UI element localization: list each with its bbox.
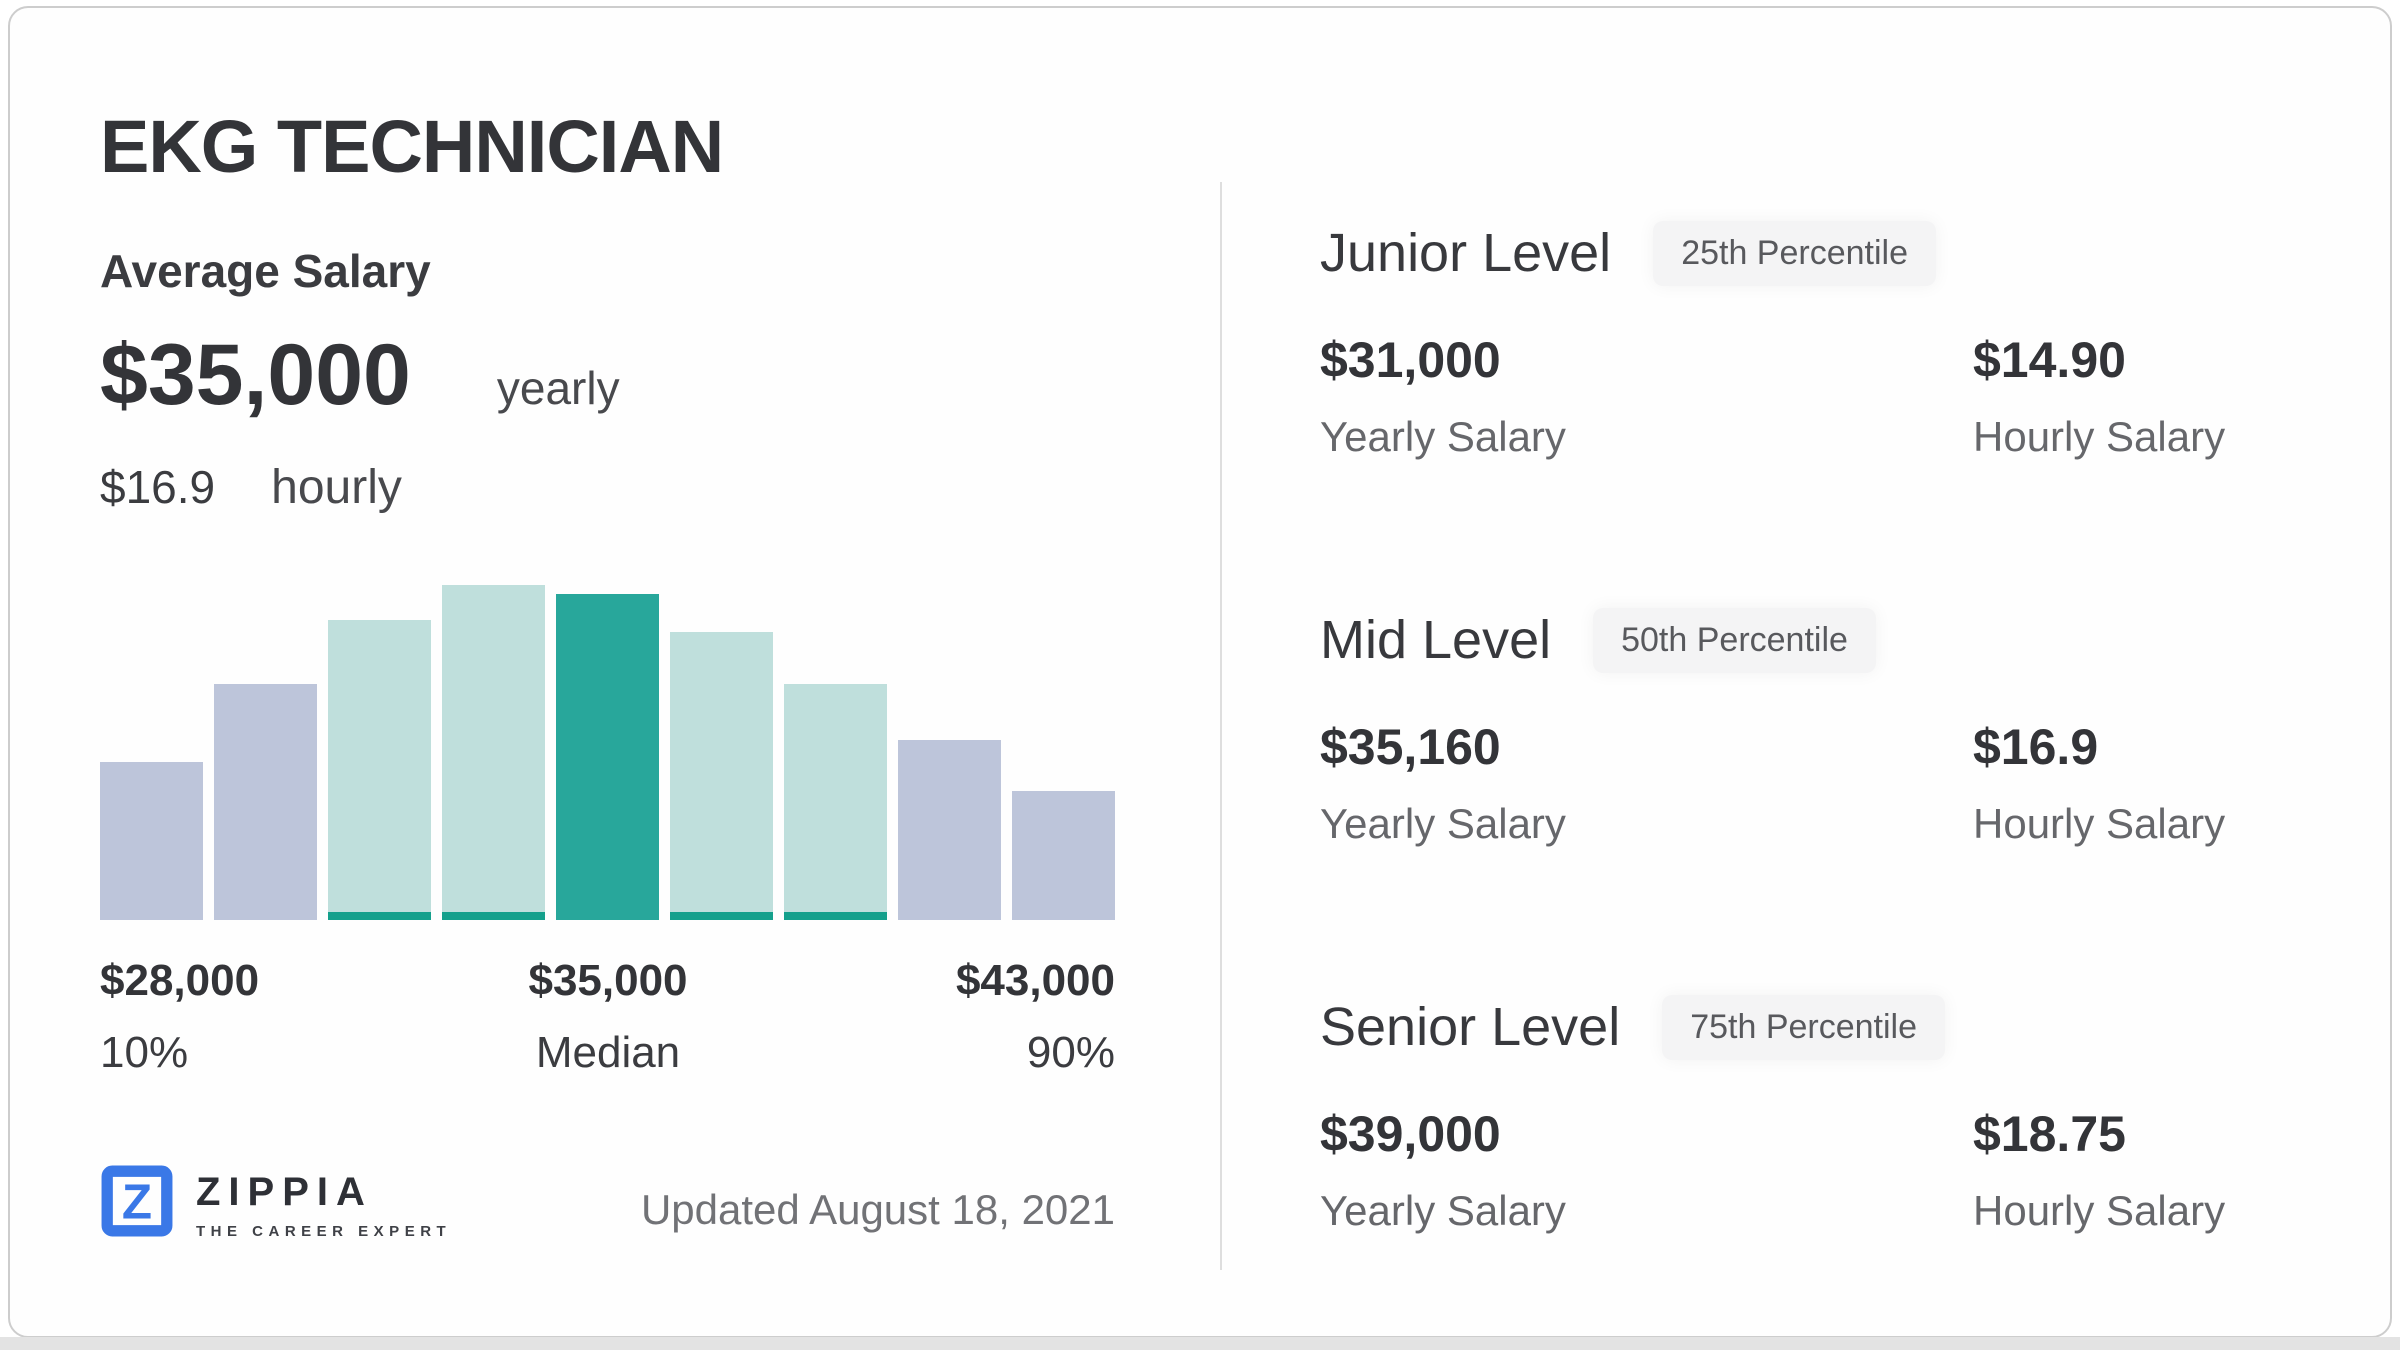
updated-date: Updated August 18, 2021: [640, 1186, 1115, 1233]
page-title: EKG TECHNICIAN: [100, 105, 724, 188]
histogram-bar-inner: [442, 585, 545, 920]
hourly-cell: $14.90 Hourly Salary: [1973, 334, 2400, 461]
average-hourly-row: $16.9 hourly: [100, 460, 402, 515]
marker-label: 90%: [1026, 1028, 1115, 1077]
level-values-row: $31,000 Yearly Salary $14.90 Hourly Sala…: [1320, 334, 2400, 461]
level-section-senior: Senior Level 75th Percentile $39,000 Yea…: [1320, 994, 2400, 1235]
zippia-logo-text: ZIPPIA THE CAREER EXPERT: [196, 1164, 451, 1240]
marker-label: Median: [535, 1028, 681, 1077]
yearly-label: Yearly Salary: [1320, 1187, 1566, 1234]
zippia-logo-icon: Z: [101, 1165, 173, 1237]
percentile-badge: 25th Percentile: [1653, 220, 1936, 286]
marker-label: 10%: [100, 1028, 189, 1077]
histogram-bar-outer: [100, 762, 203, 920]
hourly-value: $14.90: [1973, 332, 2126, 388]
zippia-tagline: THE CAREER EXPERT: [196, 1223, 452, 1240]
level-values-row: $35,160 Yearly Salary $16.9 Hourly Salar…: [1320, 721, 2400, 848]
average-yearly-unit: yearly: [496, 362, 620, 414]
histogram-bar-outer: [1012, 791, 1115, 920]
level-section-mid: Mid Level 50th Percentile $35,160 Yearly…: [1320, 607, 2400, 848]
histogram-bar-outer: [898, 740, 1001, 920]
average-hourly-value: $16.9: [100, 461, 216, 513]
level-name: Junior Level: [1320, 223, 1612, 283]
bottom-edge-band: [0, 1337, 2400, 1350]
histogram-bar-accent-stripe: [784, 912, 887, 920]
hourly-cell: $18.75 Hourly Salary: [1973, 1108, 2400, 1235]
yearly-cell: $39,000 Yearly Salary: [1320, 1108, 1973, 1235]
percentile-badge: 50th Percentile: [1593, 607, 1876, 673]
yearly-cell: $35,160 Yearly Salary: [1320, 721, 1973, 848]
salary-histogram-bars: [100, 584, 1115, 920]
level-heading-row: Junior Level 25th Percentile: [1320, 220, 2400, 286]
salary-card: EKG TECHNICIAN Average Salary $35,000 ye…: [8, 6, 2392, 1338]
yearly-value: $35,160: [1320, 719, 1501, 775]
percentile-badge: 75th Percentile: [1662, 994, 1946, 1060]
level-section-junior: Junior Level 25th Percentile $31,000 Yea…: [1320, 220, 2400, 461]
level-heading-row: Senior Level 75th Percentile: [1320, 994, 2400, 1060]
histogram-marker-p90: $43,000 90%: [815, 956, 1115, 1078]
histogram-bar-inner: [328, 620, 431, 920]
level-name: Mid Level: [1320, 610, 1552, 670]
marker-value: $43,000: [955, 956, 1115, 1005]
histogram-bar-inner: [670, 632, 773, 920]
average-salary-heading: Average Salary: [100, 245, 431, 297]
hourly-label: Hourly Salary: [1973, 800, 2226, 847]
hourly-label: Hourly Salary: [1973, 413, 2226, 460]
level-name: Senior Level: [1320, 997, 1621, 1057]
average-yearly-value: $35,000: [100, 327, 411, 423]
histogram-bar-accent-stripe: [442, 912, 545, 920]
hourly-value: $16.9: [1973, 719, 2099, 775]
histogram-bar-accent-stripe: [328, 912, 431, 920]
histogram-marker-median: $35,000 Median: [408, 956, 808, 1078]
yearly-label: Yearly Salary: [1320, 413, 1566, 460]
yearly-value: $39,000: [1320, 1106, 1501, 1162]
histogram-bar-inner: [784, 684, 887, 920]
average-hourly-unit: hourly: [271, 461, 402, 514]
yearly-label: Yearly Salary: [1320, 800, 1566, 847]
histogram-bar-outer: [214, 684, 317, 920]
hourly-label: Hourly Salary: [1973, 1187, 2226, 1234]
yearly-value: $31,000: [1320, 332, 1501, 388]
histogram-marker-p10: $28,000 10%: [100, 956, 259, 1078]
marker-value: $35,000: [528, 956, 688, 1005]
hourly-cell: $16.9 Hourly Salary: [1973, 721, 2400, 848]
zippia-logo: Z ZIPPIA THE CAREER EXPERT: [100, 1164, 451, 1240]
yearly-cell: $31,000 Yearly Salary: [1320, 334, 1973, 461]
svg-text:Z: Z: [122, 1174, 152, 1229]
histogram-bar-accent-stripe: [670, 912, 773, 920]
marker-value: $28,000: [100, 956, 260, 1005]
level-heading-row: Mid Level 50th Percentile: [1320, 607, 2400, 673]
histogram-bar-median: [556, 594, 659, 920]
level-values-row: $39,000 Yearly Salary $18.75 Hourly Sala…: [1320, 1108, 2400, 1235]
hourly-value: $18.75: [1973, 1106, 2126, 1162]
zippia-brand: ZIPPIA: [196, 1170, 373, 1214]
average-yearly-row: $35,000 yearly: [100, 326, 620, 425]
vertical-divider: [1220, 182, 1222, 1270]
